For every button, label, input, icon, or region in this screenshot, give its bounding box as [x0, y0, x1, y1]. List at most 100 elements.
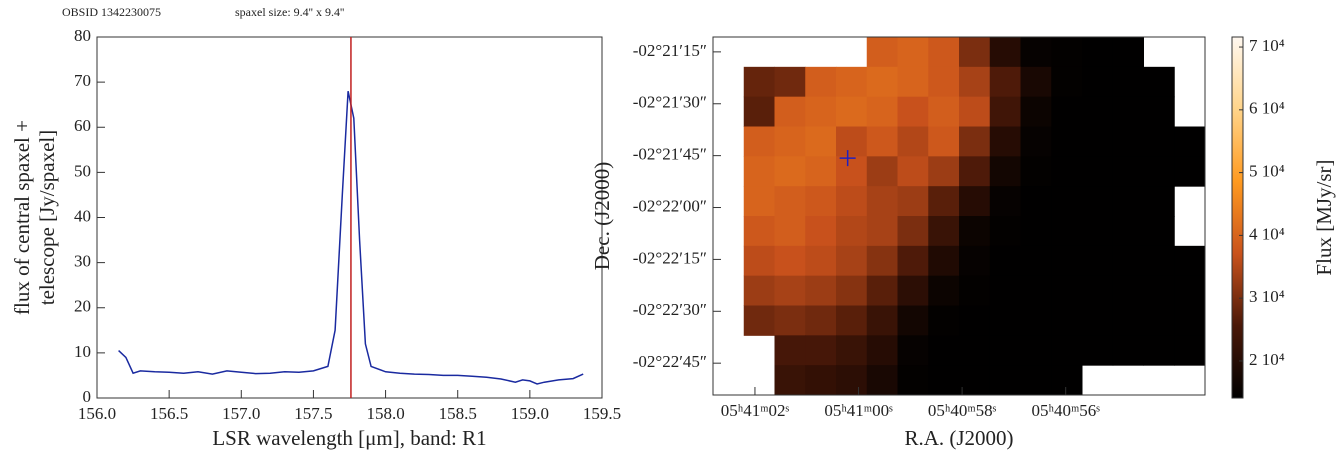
map-pixel — [959, 156, 991, 187]
colorbar-tick-label: 5 10⁴ — [1249, 162, 1285, 181]
map-pixel — [897, 156, 929, 187]
map-pixel — [866, 335, 898, 366]
map-pixel — [928, 275, 960, 306]
map-pixel — [928, 365, 960, 396]
plot-frame — [712, 36, 1206, 396]
y-tick-label: 20 — [74, 297, 91, 316]
map-pixel — [959, 186, 991, 217]
x-tick-label: 05ʰ40ᵐ58ˢ — [928, 401, 997, 420]
map-pixel — [1051, 96, 1083, 127]
map-pixel — [897, 365, 929, 396]
map-pixel — [805, 66, 837, 98]
map-pixel — [959, 305, 991, 336]
map-pixel — [928, 335, 960, 366]
map-pixel — [1112, 37, 1144, 68]
map-pixel — [866, 156, 898, 187]
map-pixel — [1082, 245, 1114, 277]
map-pixel — [989, 126, 1021, 157]
map-pixel — [1020, 126, 1052, 157]
x-tick-label: 05ʰ41ᵐ00ˢ — [824, 401, 893, 420]
map-pixel — [805, 245, 837, 277]
map-pixel — [1051, 365, 1083, 396]
map-pixel — [928, 216, 960, 247]
colorbar-tick-label: 6 10⁴ — [1249, 99, 1285, 118]
map-pixel — [1143, 245, 1175, 277]
map-pixel — [774, 245, 806, 277]
map-pixel — [743, 216, 775, 247]
map-pixel — [897, 245, 929, 277]
map-pixel — [1020, 335, 1052, 366]
map-pixel — [897, 275, 929, 306]
map-pixel — [866, 305, 898, 336]
map-pixel — [805, 126, 837, 157]
y-tick-label: -02°21′45″ — [633, 145, 707, 164]
y-tick-label: 50 — [74, 161, 91, 180]
map-pixel — [1112, 96, 1144, 127]
map-pixel — [774, 335, 806, 366]
map-pixel — [805, 305, 837, 336]
x-tick-label: 158.0 — [366, 404, 404, 423]
map-pixel — [1143, 96, 1175, 127]
map-pixel — [836, 275, 868, 306]
y-tick-label: 80 — [74, 26, 91, 45]
x-tick-label: 05ʰ41ᵐ02ˢ — [721, 401, 790, 420]
y-tick-label: -02°21′30″ — [633, 93, 707, 112]
map-pixel — [989, 305, 1021, 336]
map-pixel — [1143, 335, 1175, 366]
map-pixel — [836, 126, 868, 157]
map-pixel — [1051, 275, 1083, 306]
map-pixel — [774, 156, 806, 187]
map-pixel — [897, 126, 929, 157]
map-pixel — [1020, 275, 1052, 306]
map-pixel — [897, 335, 929, 366]
map-pixel — [959, 216, 991, 247]
map-pixel — [1051, 126, 1083, 157]
map-pixel — [1020, 156, 1052, 187]
map-pixel — [1143, 216, 1175, 247]
map-pixel — [1174, 126, 1206, 157]
map-pixel — [1082, 216, 1114, 247]
y-tick-label: 70 — [74, 71, 91, 90]
map-pixel — [1020, 186, 1052, 217]
map-pixel — [836, 186, 868, 217]
map-pixel — [989, 66, 1021, 98]
x-tick-label: 159.5 — [583, 404, 621, 423]
map-pixel — [836, 66, 868, 98]
map-pixel — [805, 216, 837, 247]
map-pixel — [1174, 245, 1206, 277]
map-pixel — [928, 305, 960, 336]
x-tick-label: 05ʰ40ᵐ56ˢ — [1031, 401, 1100, 420]
spectrum-line — [118, 91, 584, 385]
map-pixel — [1143, 275, 1175, 306]
map-pixel — [989, 275, 1021, 306]
y-tick-label: -02°21′15″ — [633, 41, 707, 60]
x-tick-label: 158.5 — [439, 404, 477, 423]
colorbar-tick-label: 2 10⁴ — [1249, 350, 1285, 369]
map-pixel — [743, 305, 775, 336]
map-pixel — [866, 66, 898, 98]
map-pixel — [897, 305, 929, 336]
x-tick-label: 156.0 — [78, 404, 116, 423]
map-pixel — [928, 156, 960, 187]
map-pixel — [866, 275, 898, 306]
map-pixel — [1112, 156, 1144, 187]
colorbar — [1231, 36, 1244, 399]
x-axis-label: R.A. (J2000) — [904, 426, 1013, 450]
plot-frame — [96, 36, 603, 399]
map-pixel — [1112, 126, 1144, 157]
map-pixel — [774, 305, 806, 336]
map-pixel — [805, 186, 837, 217]
y-tick-label: 40 — [74, 206, 91, 225]
map-pixel — [866, 96, 898, 127]
map-pixel — [1082, 66, 1114, 98]
map-pixel — [1020, 365, 1052, 396]
colorbar-tick-label: 4 10⁴ — [1249, 224, 1285, 243]
y-tick-label: 0 — [83, 387, 92, 406]
map-pixel — [1143, 66, 1175, 98]
map-pixel — [959, 96, 991, 127]
x-tick-label: 157.5 — [294, 404, 332, 423]
map-pixel — [1112, 216, 1144, 247]
map-pixel — [805, 96, 837, 127]
map-pixel — [989, 96, 1021, 127]
